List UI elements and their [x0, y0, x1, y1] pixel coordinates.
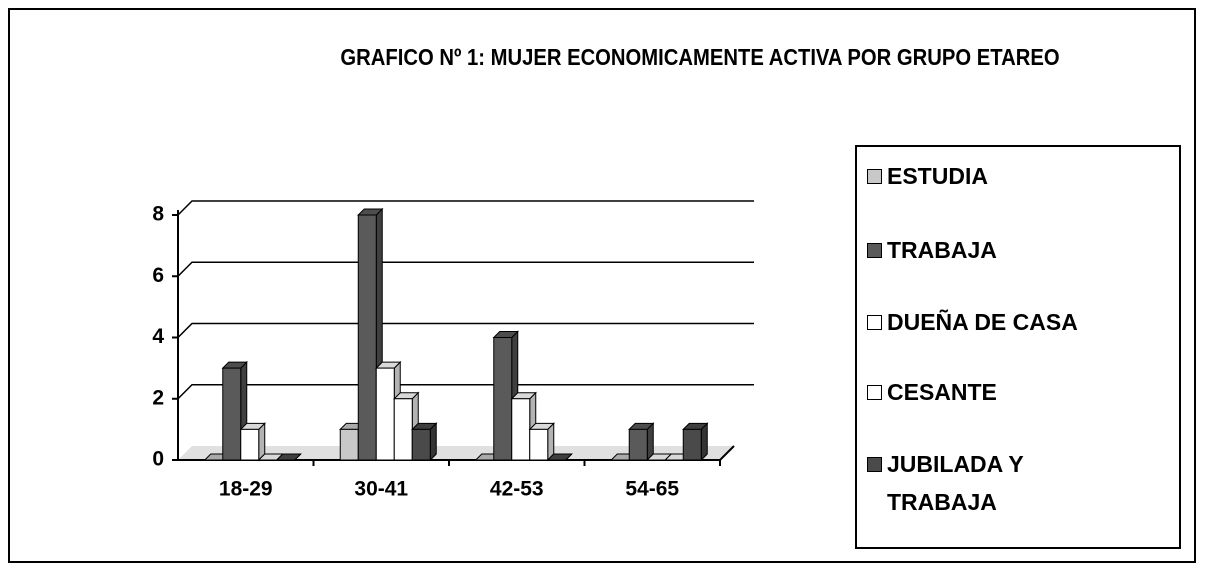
grid-line: [177, 322, 754, 339]
bar: [511, 398, 531, 461]
legend-swatch: [867, 169, 882, 184]
legend-label: ESTUDIA: [887, 163, 988, 189]
grid-line: [177, 261, 754, 277]
legend-entry: TRABAJA: [867, 231, 1177, 269]
legend-label: TRABAJA: [887, 237, 997, 263]
legend-label: CESANTE: [887, 379, 997, 405]
legend-entry: JUBILADA Y TRABAJA: [867, 445, 1177, 521]
bar: [222, 367, 242, 461]
chart-frame: [8, 8, 1196, 563]
legend-label: JUBILADA Y TRABAJA: [887, 451, 1024, 515]
x-tick-label: 18-29: [219, 478, 273, 501]
bar: [682, 428, 702, 461]
bar: [357, 214, 377, 461]
y-tick-label: 0: [152, 448, 164, 471]
grid-line: [177, 384, 754, 400]
legend-swatch: [867, 243, 882, 258]
x-tick-label: 30-41: [354, 478, 408, 501]
x-tick-label: 42-53: [490, 478, 544, 501]
bar: [628, 428, 648, 461]
grid-line: [177, 200, 754, 216]
bar: [240, 428, 260, 461]
legend-entry: DUEÑA DE CASA: [867, 303, 1177, 341]
y-tick-label: 6: [152, 264, 164, 287]
bar: [493, 337, 513, 461]
legend: ESTUDIA TRABAJA DUEÑA DE CASA CESANTE JUBILA…: [855, 145, 1181, 549]
bar-top: [546, 453, 573, 461]
bar: [411, 428, 431, 461]
legend-label: DUEÑA DE CASA: [887, 309, 1078, 335]
legend-swatch: [867, 315, 882, 330]
y-tick-label: 8: [152, 203, 164, 226]
legend-swatch: [867, 457, 882, 472]
bar: [375, 367, 395, 461]
chart-title: GRAFICO Nº 1: MUJER ECONOMICAMENTE ACTIV…: [340, 44, 1060, 70]
bar: [393, 398, 413, 461]
legend-entry: ESTUDIA: [867, 157, 1177, 195]
y-tick-label: 4: [152, 325, 164, 348]
legend-entry: CESANTE: [867, 373, 1177, 411]
floor: [178, 446, 734, 460]
bar: [529, 428, 549, 461]
bar: [339, 428, 359, 461]
legend-swatch: [867, 385, 882, 400]
y-tick-label: 2: [152, 386, 164, 409]
x-tick-label: 54-65: [625, 478, 679, 501]
bar-top: [275, 453, 302, 461]
